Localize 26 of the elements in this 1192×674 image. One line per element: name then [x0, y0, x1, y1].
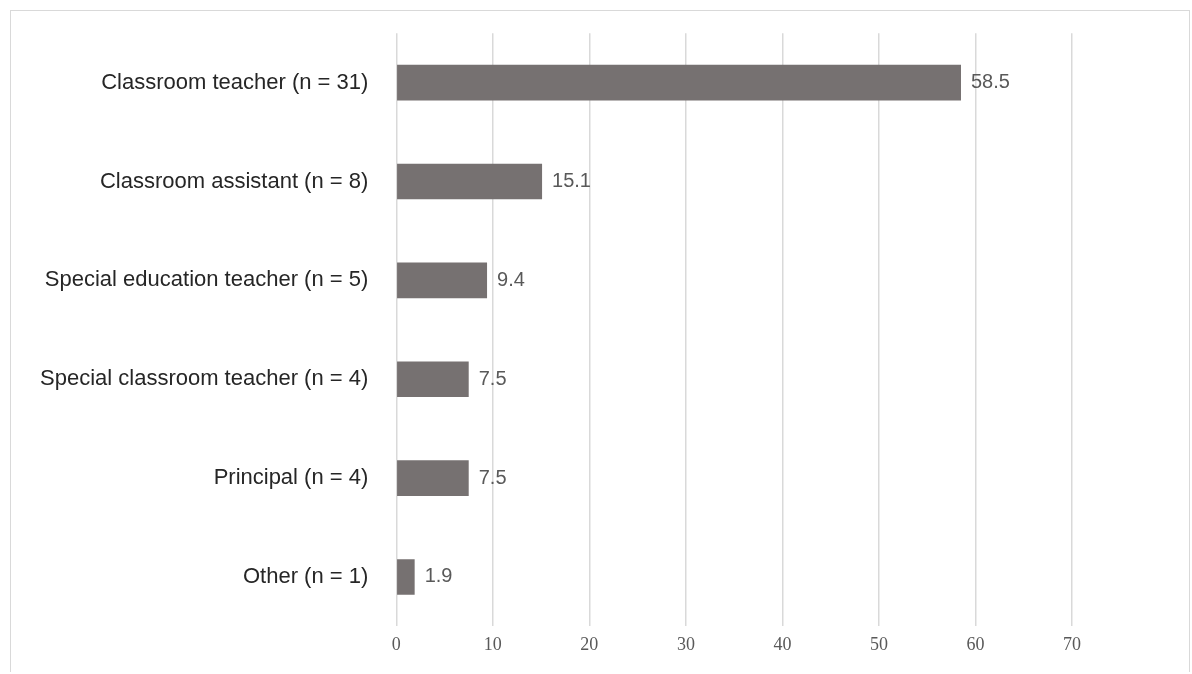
data-label: 7.5 [478, 465, 507, 488]
x-tick-label: 60 [966, 633, 985, 654]
x-tick-label: 0 [391, 633, 401, 654]
bar [397, 64, 961, 101]
data-label: 9.4 [497, 267, 525, 290]
y-tick-label: Classroom teacher (n = 31) [101, 68, 369, 94]
bar [397, 262, 488, 299]
y-tick-label: Principal (n = 4) [213, 464, 369, 490]
x-tick-label: 70 [1063, 633, 1081, 654]
x-tick-label: 40 [773, 633, 792, 654]
data-label: 58.5 [970, 70, 1010, 93]
bar [397, 460, 469, 496]
y-tick-label: Special classroom teacher (n = 4) [39, 365, 369, 391]
x-tick-label: 50 [869, 633, 888, 654]
bar [397, 559, 415, 595]
bar [397, 361, 469, 398]
y-tick-label: Special education teacher (n = 5) [44, 266, 369, 292]
data-label: 1.9 [424, 564, 453, 587]
bar [397, 163, 543, 200]
x-tick-label: 30 [676, 633, 695, 654]
x-tick-label: 10 [483, 633, 502, 654]
y-tick-label: Other (n = 1) [242, 563, 369, 589]
x-tick-label: 20 [580, 633, 599, 654]
y-tick-label: Classroom assistant (n = 8) [99, 167, 369, 193]
data-label: 15.1 [552, 169, 592, 192]
data-label: 7.5 [478, 366, 507, 389]
